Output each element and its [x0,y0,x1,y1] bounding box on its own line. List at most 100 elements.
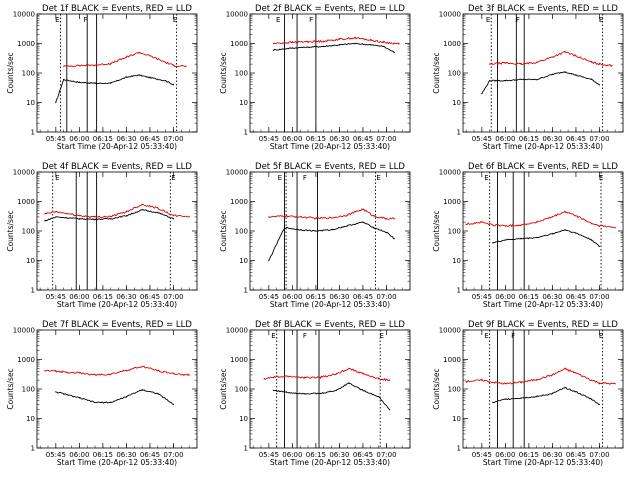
data-point-events [564,229,566,231]
data-point-events [55,216,57,218]
data-point-events [165,80,167,82]
x-tick-label: 07:00 [376,451,396,459]
x-tick-label: 06:30 [116,451,136,459]
data-point-events [354,42,356,45]
x-tick-label: 06:00 [495,135,515,143]
x-axis-label: Start Time (20-Apr-12 05:33:40) [270,300,390,309]
panel-title: Det 4f BLACK = Events, RED = LLD [42,162,192,172]
data-point-events [299,229,301,231]
data-point-events [63,78,65,81]
x-tick-label: 05:45 [259,135,279,143]
data-point-lld [78,64,80,67]
x-axis-label: Start Time (20-Apr-12 05:33:40) [57,142,177,151]
series-line-lld [489,50,613,67]
x-axis-label: Start Time (20-Apr-12 05:33:40) [57,458,177,467]
x-tick-label: 06:45 [140,293,160,301]
data-point-lld [157,370,159,372]
chart-panel-6: Det 6f BLACK = Events, RED = LLD 1 10 100 10… [432,162,624,309]
data-point-lld [141,365,143,368]
plot-frame [36,13,198,133]
chart-panel-2: Det 2f BLACK = Events, RED = LLD 1 10 100 10… [219,4,411,151]
data-point-events [78,81,80,84]
data-point-events [520,78,522,81]
data-point-events [598,403,601,406]
x-tick-label: 05:45 [472,293,492,301]
data-point-events [382,45,384,47]
data-point-events [520,238,522,240]
data-point-lld [55,370,57,372]
data-point-lld [481,379,483,381]
y-tick-label: 1 [244,129,248,137]
y-tick-label: 10 [26,257,35,265]
data-point-lld [611,64,613,67]
data-point-lld [157,207,159,209]
data-point-events [348,382,350,384]
series-line-events [481,71,600,94]
data-point-events [591,78,593,81]
data-point-lld [272,42,275,45]
marker-label: E [486,16,490,24]
y-tick-label: 10000 [226,11,248,19]
data-point-events [598,245,601,248]
data-point-events [373,227,375,229]
data-point-events [504,239,506,241]
data-point-lld [338,38,341,40]
data-point-events [346,225,348,227]
data-point-lld [564,51,566,53]
x-axis-label: Start Time (20-Apr-12 05:33:40) [57,300,177,309]
data-point-lld [138,51,140,53]
y-tick-label: 1000 [17,40,35,48]
y-axis-label: Counts/sec [219,210,228,251]
data-point-lld [492,224,494,226]
data-point-events [362,221,364,223]
y-tick-label: 1000 [17,356,35,364]
series-line-events [55,74,174,103]
data-point-events [536,396,538,398]
data-point-lld [125,56,128,58]
data-point-events [489,80,491,82]
data-point-lld [185,65,187,67]
y-tick-label: 1 [457,287,461,295]
y-axis-label: Counts/sec [219,368,228,409]
data-point-events [291,47,293,49]
panel-title: Det 2f BLACK = Events, RED = LLD [255,4,405,14]
data-point-lld [536,61,538,63]
y-tick-label: 1000 [17,198,35,206]
marker-label: E [278,174,282,182]
data-point-events [110,218,112,220]
data-point-lld [268,216,270,218]
x-tick-label: 06:30 [116,293,136,301]
y-tick-label: 100 [22,70,35,78]
data-point-events [575,391,577,393]
marker-label: E [55,16,59,24]
series-line-events [492,387,600,406]
data-point-lld [335,373,337,375]
y-tick-label: 10000 [439,11,461,19]
data-point-lld [481,221,483,223]
data-point-lld [598,63,601,65]
data-point-lld [492,381,494,383]
data-point-events [564,71,566,73]
x-tick-label: 06:00 [69,451,89,459]
y-tick-label: 100 [448,386,461,394]
y-tick-label: 10 [239,257,248,265]
series-line-events [268,221,395,261]
marker-label: E [599,16,603,24]
data-point-lld [520,224,522,226]
data-point-lld [504,225,506,227]
data-point-events [551,392,554,395]
data-point-lld [551,374,554,376]
data-point-events [172,84,175,86]
data-point-lld [465,223,467,225]
marker-label: E [55,174,59,182]
data-point-lld [291,41,293,43]
x-tick-label: 06:45 [566,451,586,459]
panel-title: Det 5f BLACK = Events, RED = LLD [255,162,405,172]
series-line-lld [273,36,400,45]
data-point-lld [520,381,522,383]
data-point-lld [520,63,522,65]
data-point-events [315,230,317,232]
x-tick-label: 07:00 [589,135,609,143]
marker-label: E [484,174,488,182]
data-point-events [323,45,325,47]
